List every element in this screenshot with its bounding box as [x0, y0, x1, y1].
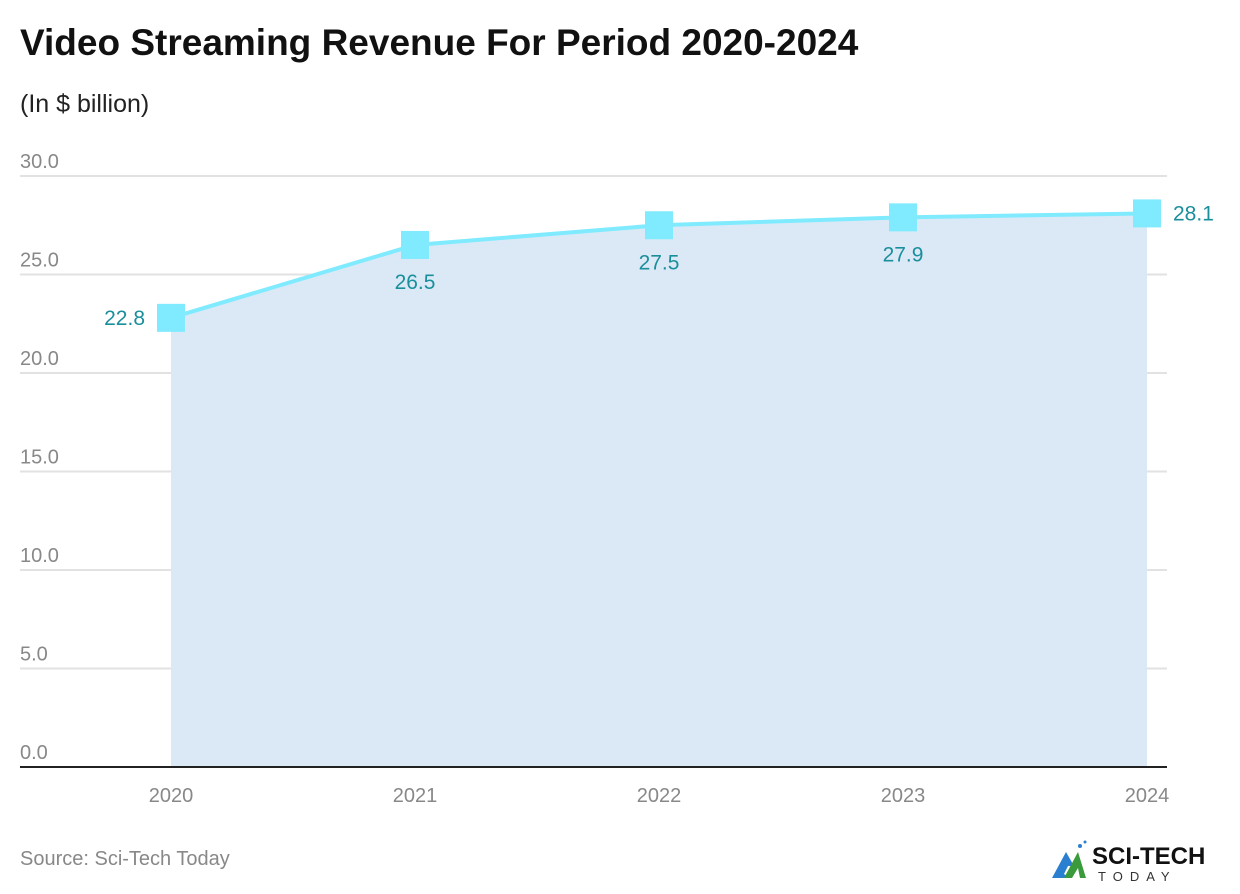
- y-tick-label: 25.0: [20, 250, 59, 272]
- chart-title: Video Streaming Revenue For Period 2020-…: [20, 22, 859, 63]
- y-tick-label: 20.0: [20, 348, 59, 370]
- sci-tech-today-logo: SCI-TECH TODAY: [1052, 840, 1205, 884]
- data-marker: [889, 203, 917, 232]
- data-label: 22.8: [104, 307, 145, 330]
- x-tick-label: 2023: [881, 785, 926, 807]
- data-marker: [645, 211, 673, 240]
- x-tick-label: 2022: [637, 785, 682, 807]
- data-label: 27.5: [639, 251, 680, 274]
- data-marker: [157, 303, 185, 332]
- data-label: 28.1: [1173, 202, 1214, 225]
- source-note: Source: Sci-Tech Today: [20, 848, 230, 870]
- y-tick-label: 10.0: [20, 545, 59, 567]
- svg-text:SCI-TECH: SCI-TECH: [1092, 843, 1205, 870]
- data-label: 26.5: [395, 271, 436, 294]
- x-tick-label: 2020: [149, 785, 194, 807]
- data-marker: [1133, 199, 1161, 228]
- data-label: 27.9: [883, 243, 924, 266]
- x-tick-label: 2021: [393, 785, 438, 807]
- y-tick-label: 5.0: [20, 644, 48, 666]
- chart-subtitle: (In $ billion): [20, 90, 150, 118]
- svg-text:TODAY: TODAY: [1098, 869, 1177, 884]
- y-tick-label: 15.0: [20, 447, 59, 469]
- data-marker: [401, 230, 429, 259]
- x-tick-label: 2024: [1125, 785, 1170, 807]
- y-tick-label: 30.0: [20, 151, 59, 173]
- y-tick-label: 0.0: [20, 742, 48, 764]
- area-fill: [171, 213, 1147, 767]
